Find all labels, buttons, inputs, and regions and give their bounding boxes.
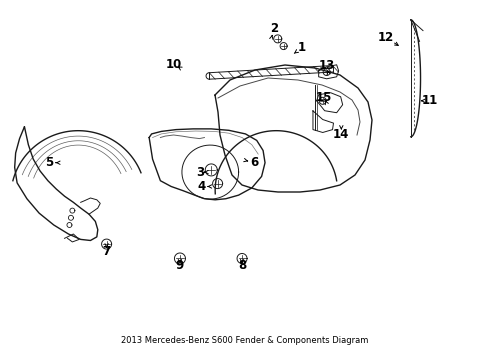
- Text: 2013 Mercedes-Benz S600 Fender & Components Diagram: 2013 Mercedes-Benz S600 Fender & Compone…: [121, 336, 367, 345]
- Text: 1: 1: [298, 41, 305, 54]
- Text: 8: 8: [238, 259, 245, 272]
- Text: 14: 14: [332, 129, 349, 141]
- Text: 10: 10: [165, 58, 182, 71]
- Text: 7: 7: [102, 245, 110, 258]
- Text: 13: 13: [318, 59, 334, 72]
- Text: 9: 9: [176, 259, 183, 272]
- Text: 11: 11: [420, 94, 437, 107]
- Text: 4: 4: [197, 180, 205, 193]
- Text: 3: 3: [196, 166, 204, 179]
- Text: 12: 12: [377, 31, 394, 44]
- Text: 15: 15: [315, 91, 331, 104]
- Text: 6: 6: [250, 156, 258, 169]
- Text: 5: 5: [45, 156, 53, 169]
- Text: 2: 2: [269, 22, 277, 35]
